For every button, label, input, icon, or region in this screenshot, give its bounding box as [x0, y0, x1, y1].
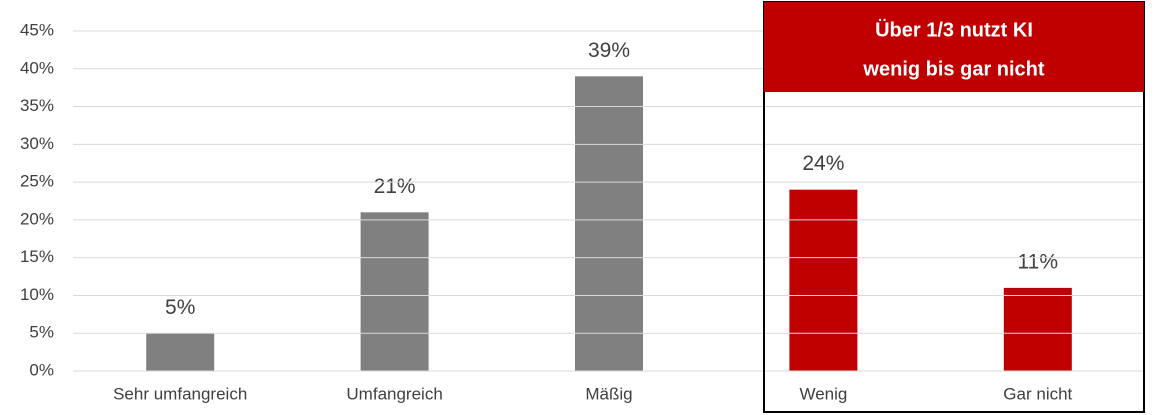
y-tick-label: 0% — [29, 360, 54, 379]
x-tick-label: Sehr umfangreich — [113, 384, 247, 403]
y-tick-label: 40% — [20, 58, 54, 77]
y-tick-label: 10% — [20, 285, 54, 304]
y-tick-label: 35% — [20, 96, 54, 115]
annotation: wenig bis gar nicht — [862, 58, 1044, 80]
bar — [360, 212, 429, 371]
value-label: 5% — [165, 296, 195, 319]
y-tick-label: 15% — [20, 247, 54, 266]
bar — [1003, 287, 1072, 371]
highlight-header — [764, 2, 1144, 92]
value-label: 39% — [588, 39, 630, 62]
value-label: 11% — [1018, 250, 1058, 273]
y-tick-label: 25% — [20, 172, 54, 191]
bar — [789, 189, 858, 371]
x-tick-label: Gar nicht — [1003, 384, 1072, 403]
y-tick-label: 5% — [29, 323, 54, 342]
y-tick-label: 45% — [20, 20, 54, 39]
bar — [575, 76, 643, 371]
x-tick-label: Umfangreich — [346, 384, 442, 403]
annotation: Über 1/3 nutzt KI — [875, 18, 1033, 41]
value-label: 24% — [802, 152, 844, 175]
y-tick-label: 20% — [20, 209, 54, 228]
x-tick-label: Wenig — [799, 384, 847, 403]
x-tick-label: Mäßig — [585, 384, 632, 403]
value-label: 21% — [374, 175, 416, 198]
y-tick-label: 30% — [20, 134, 54, 153]
bar — [146, 333, 215, 371]
